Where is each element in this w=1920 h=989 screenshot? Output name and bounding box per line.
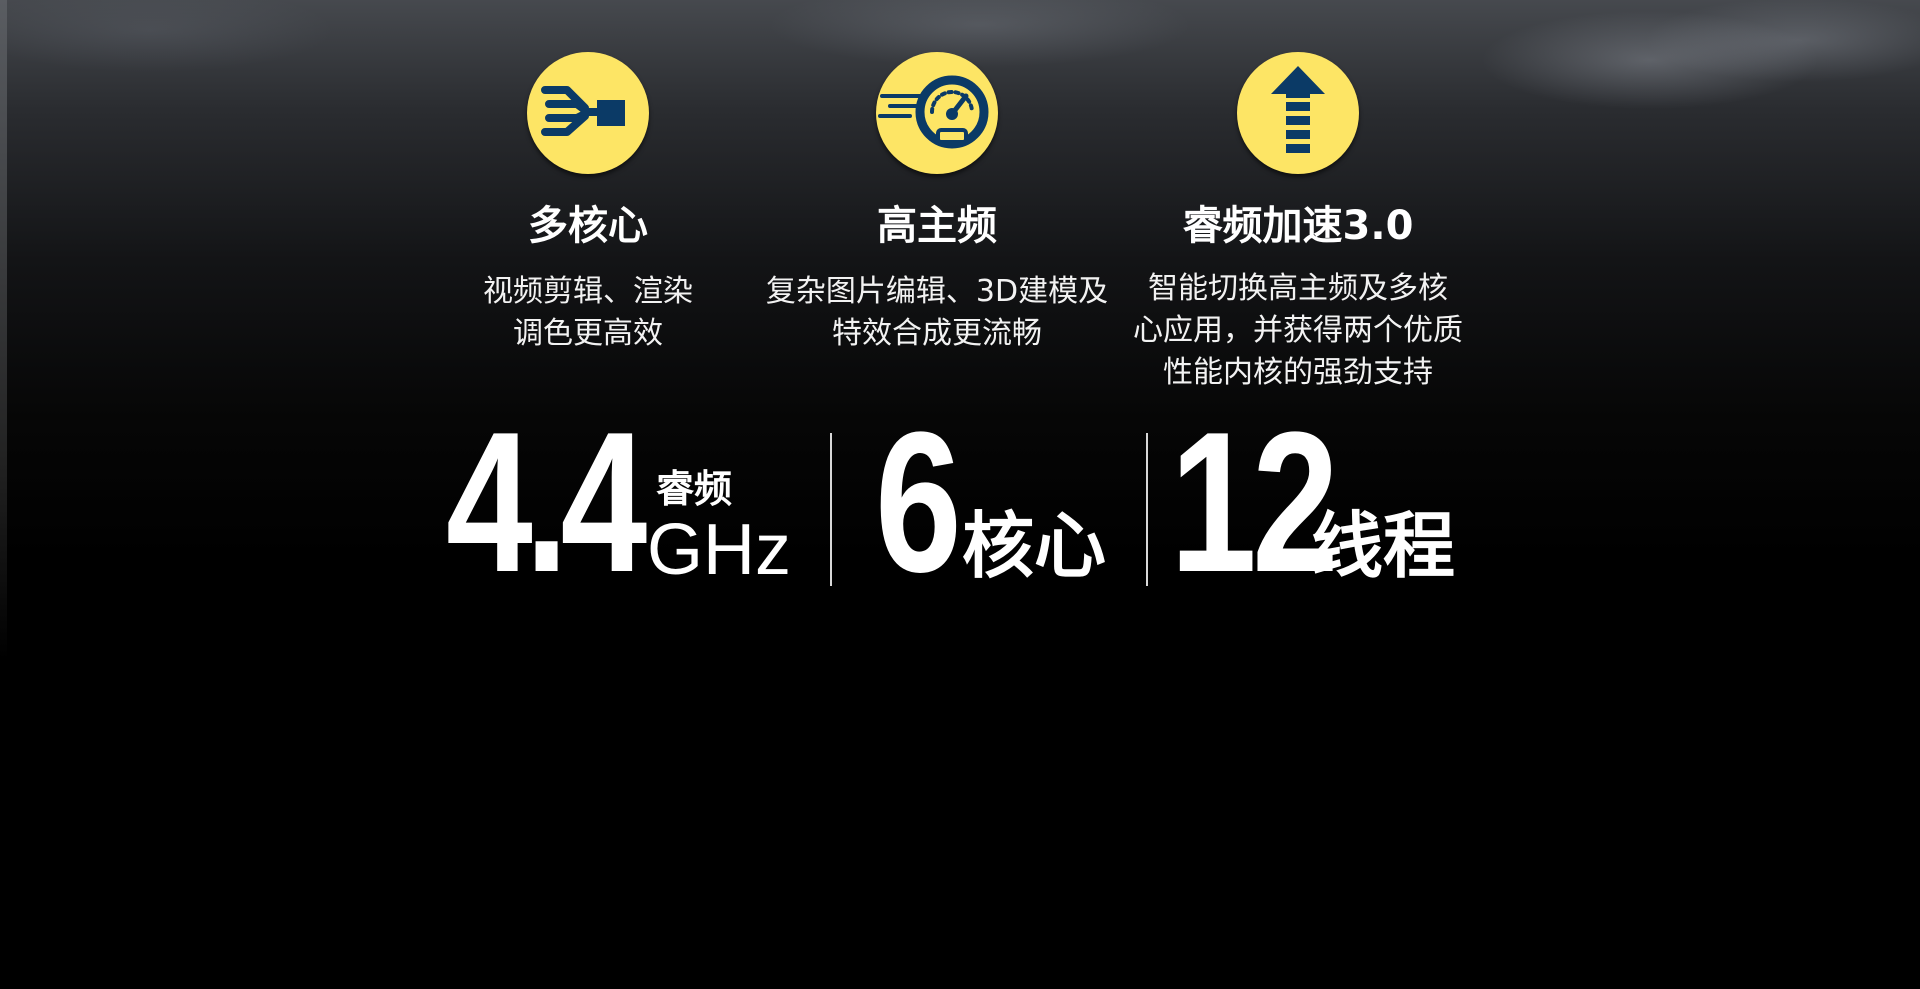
feature-title-multicore: 多核心 [528,203,648,249]
threads-unit: 线程 [1311,504,1456,588]
cores-unit: 核心 [962,504,1107,588]
feature-desc-line: 心应用，并获得两个优质 [1133,313,1463,348]
feature-desc-boost: 智能切换高主频及多核 心应用，并获得两个优质 性能内核的强劲支持 [1123,268,1473,394]
feature-title-frequency: 高主频 [877,203,997,249]
freq-label: 睿频 [656,467,733,511]
cores-value: 6 [875,391,962,614]
stat-divider [1146,433,1148,586]
freq-unit: GHz [647,510,791,590]
feature-desc-line: 特效合成更流畅 [832,316,1042,351]
feature-desc-line: 智能切换高主频及多核 [1148,271,1448,306]
stat-divider [830,433,832,586]
feature-desc-line: 调色更高效 [513,316,663,351]
speedometer-icon [876,52,998,174]
multi-core-icon [527,52,649,174]
freq-value: 4.4 [446,391,647,614]
feature-desc-frequency: 复杂图片编辑、3D建模及 特效合成更流畅 [747,271,1127,355]
threads-value: 12 [1170,391,1339,614]
feature-desc-multicore: 视频剪辑、渲染 调色更高效 [448,271,728,355]
left-edge-shade [0,0,7,660]
feature-title-boost: 睿频加速3.0 [1182,203,1414,249]
feature-desc-line: 视频剪辑、渲染 [483,274,693,309]
feature-desc-line: 性能内核的强劲支持 [1163,355,1433,390]
boost-arrow-icon [1237,52,1359,174]
feature-desc-line: 复杂图片编辑、3D建模及 [765,274,1109,309]
